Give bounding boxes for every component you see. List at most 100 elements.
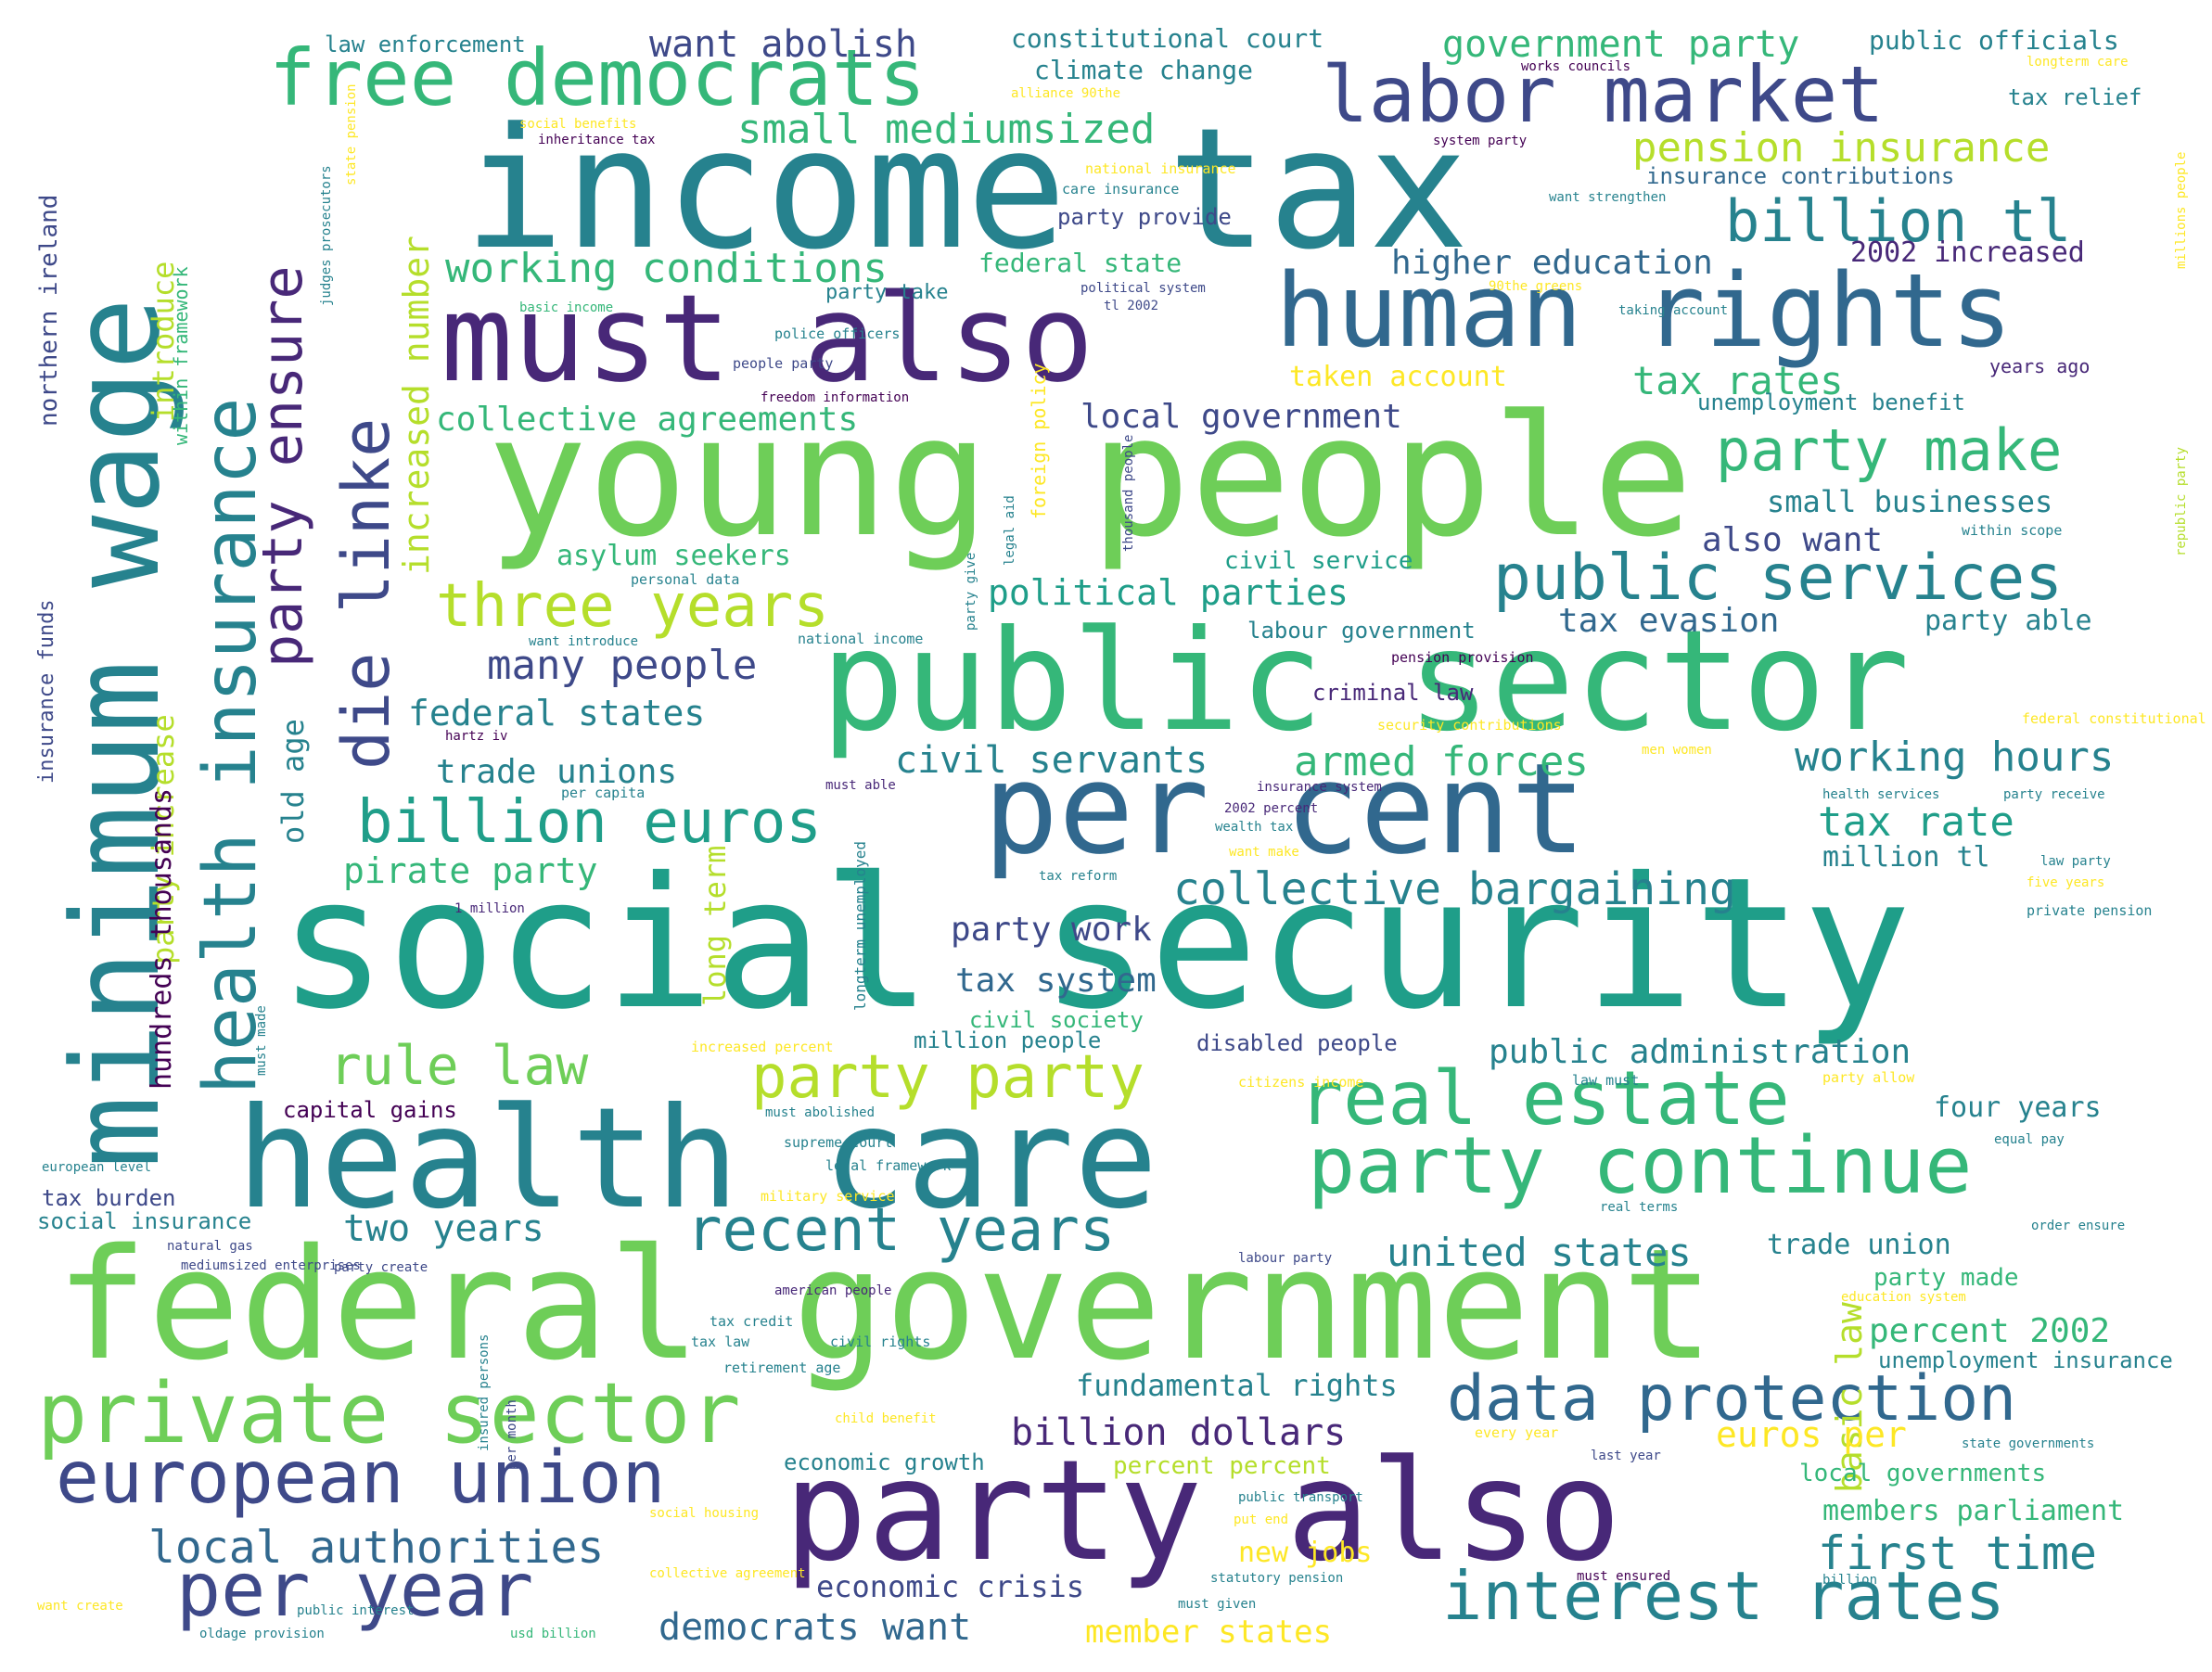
word-party-party: party party	[751, 1043, 1144, 1112]
word-state-governments: public transport	[1238, 1490, 1363, 1505]
word-party-ensure: party ensure	[250, 265, 315, 668]
word-per-cent: per cent	[983, 736, 1587, 882]
word-free-democrats: free democrats	[269, 32, 927, 123]
word-millions-people: republic party	[2174, 446, 2189, 556]
word-legal-aid: legal aid	[1003, 495, 1017, 566]
word-new-jobs: new jobs	[1238, 1537, 1373, 1569]
word-party-give: thousand people	[1121, 434, 1136, 552]
word-private-pension: increased percent	[691, 1039, 834, 1055]
word-per-month: insured persons	[477, 1334, 492, 1451]
word-collective-agreement: must given	[1178, 1597, 1257, 1612]
word-increased-number: increased number	[396, 235, 437, 575]
word-government-party: government party	[1442, 23, 1800, 66]
word-care-insurance: system party	[1433, 134, 1528, 148]
word-inheritance-tax: national insurance	[1085, 160, 1236, 177]
word-statutory-pension: must ensured	[1577, 1569, 1671, 1584]
word-euros-per: euros per	[1716, 1414, 1907, 1455]
word-social-housing: statutory pension	[1210, 1571, 1344, 1586]
word-million-people: million people	[914, 1027, 1102, 1053]
word-first-time: first time	[1818, 1526, 2098, 1580]
word-pension-insurance: pension insurance	[1632, 124, 2051, 172]
word-political-system: tl 2002	[1104, 299, 1159, 313]
word-personal-data: want introduce	[529, 634, 639, 649]
word-interest-rates: interest rates	[1442, 1557, 2005, 1635]
word-party-create: labour party	[1238, 1251, 1333, 1266]
word-small-mediumsized: small mediumsized	[737, 106, 1156, 153]
word-party-allow: must abolished	[765, 1105, 876, 1120]
word-fundamental-rights: fundamental rights	[1076, 1368, 1398, 1403]
word-percent-percent: percent percent	[1113, 1452, 1331, 1480]
word-order-ensure: natural gas	[167, 1239, 253, 1254]
word-equal-pay: real terms	[1600, 1200, 1679, 1215]
word-child-benefit: every year	[1475, 1424, 1559, 1441]
word-federal-states: federal states	[408, 693, 706, 734]
word-collective-bargaining: collective bargaining	[1173, 863, 1736, 915]
word-last-year: state governments	[1962, 1436, 2095, 1451]
word-trade-union: trade union	[1767, 1229, 1951, 1261]
word-men-women: federal constitutional	[2022, 710, 2206, 727]
word-economic-crisis: economic crisis	[816, 1569, 1084, 1604]
word-alliance-90the: social benefits	[519, 117, 637, 132]
word-local-authorities: local authorities	[148, 1522, 605, 1574]
word-unemployment-insurance: party give	[964, 552, 978, 631]
word-party-work: party work	[951, 911, 1152, 949]
word-local-governments: local governments	[1799, 1460, 2047, 1487]
word-small-businesses: small businesses	[1767, 484, 2053, 519]
word-trade-unions: trade unions	[436, 753, 678, 791]
word-civil-servants: civil servants	[895, 739, 1208, 782]
word-billion-tl: billion tl	[1725, 187, 2072, 255]
word-political-parties: political parties	[988, 572, 1349, 613]
word-must-made: insurance funds	[35, 599, 58, 784]
word-basic-income: taking account	[1618, 303, 1729, 318]
word-90the-greens: basic income	[519, 300, 614, 315]
word-party-continue: party continue	[1308, 1120, 1973, 1212]
word-social-insurance: social insurance	[37, 1208, 252, 1234]
word-capital-gains: capital gains	[283, 1097, 457, 1123]
word-people-party: freedom information	[761, 390, 910, 405]
word-insurance-system: 2002 percent	[1224, 801, 1319, 816]
word-security-contributions: hartz iv	[445, 729, 508, 744]
word-party-also: party also	[784, 1431, 1622, 1592]
word-tax-burden: tax burden	[42, 1185, 176, 1211]
word-within-framework: within framework	[170, 266, 192, 445]
word-unemployment-benefit: unemployment benefit	[1697, 389, 1965, 415]
word-civil-service: civil service	[1224, 547, 1413, 575]
word-within-scope: security contributions	[1377, 717, 1562, 734]
word-collective-agreements: collective agreements	[436, 401, 859, 439]
word-income-tax: income tax	[464, 93, 1469, 287]
word-five-years: tax reform	[1039, 869, 1118, 884]
word-national-insurance: care insurance	[1062, 181, 1180, 198]
word-working-hours: working hours	[1795, 734, 2115, 781]
word-northern-ireland: northern ireland	[35, 194, 63, 427]
word-four-years: four years	[1934, 1091, 2102, 1124]
word-must-given: want create	[37, 1599, 123, 1614]
word-local-government: local government	[1080, 398, 1402, 436]
word-civil-society: civil society	[969, 1007, 1144, 1033]
word-retirement-age: child benefit	[835, 1411, 937, 1426]
word-foreign-policy: foreign policy	[1028, 363, 1050, 519]
word-hartz-iv: men women	[1642, 743, 1712, 758]
word-public-administration: public administration	[1489, 1033, 1912, 1071]
word-million-tl: million tl	[1822, 841, 1990, 874]
word-tax-law: civil rights	[830, 1334, 931, 1350]
word-asylum-seekers: asylum seekers	[556, 540, 791, 572]
word-1-million: private pension	[2027, 902, 2153, 919]
word-tax-relief: tax relief	[2008, 84, 2142, 110]
word-years-ago: years ago	[1989, 355, 2091, 377]
word-per-capita: must able	[825, 778, 896, 793]
word-must-also: must also	[441, 268, 1094, 409]
word-long-term: long term	[697, 845, 733, 1006]
word-european-level: equal pay	[1994, 1132, 2065, 1147]
word-legal-framework: military service	[761, 1188, 895, 1205]
word-public-officials: public officials	[1869, 25, 2119, 56]
word-education-system: tax credit	[710, 1313, 794, 1330]
word-must-ensured: billion	[1822, 1573, 1878, 1588]
word-american-people: education system	[1841, 1290, 1966, 1305]
word-member-states: member states	[1085, 1614, 1333, 1651]
word-tax-credit: tax law	[691, 1334, 750, 1350]
word-party-take: party take	[825, 281, 949, 304]
word-must-abolished: supreme court	[784, 1134, 893, 1151]
word-per-year: per year	[176, 1547, 534, 1633]
word-human-rights: human rights	[1275, 251, 2013, 370]
